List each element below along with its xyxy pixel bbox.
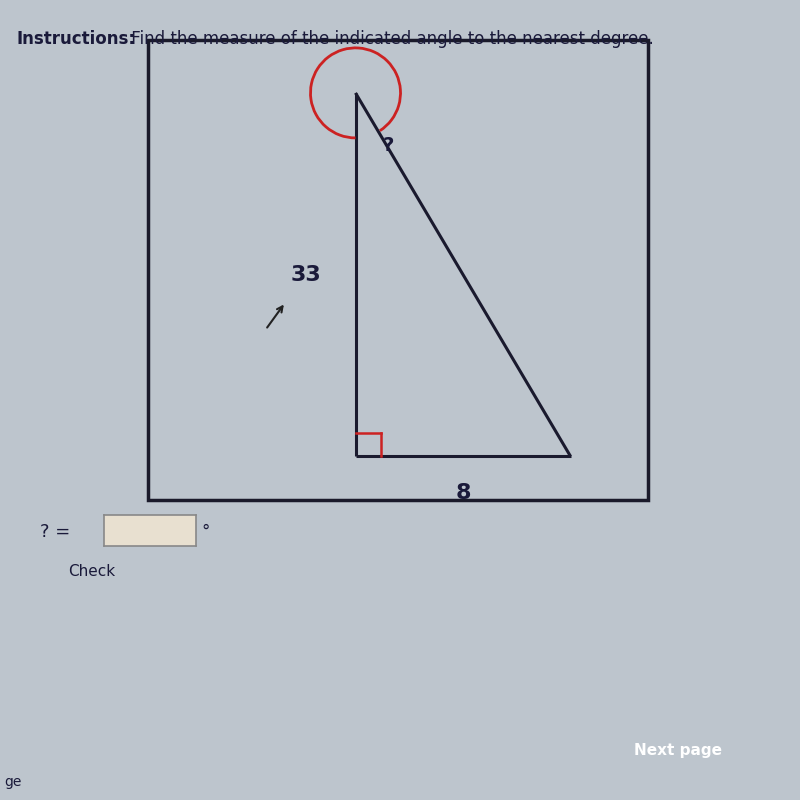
Text: ge: ge (4, 775, 22, 790)
Text: Instructions:: Instructions: (16, 30, 135, 48)
Text: 33: 33 (290, 265, 321, 285)
Text: Check: Check (69, 564, 115, 578)
Text: 8: 8 (455, 483, 470, 503)
Text: ? =: ? = (40, 523, 70, 541)
Text: ?: ? (382, 136, 394, 155)
Text: °: ° (202, 523, 210, 541)
Text: Find the measure of the indicated angle to the nearest degree.: Find the measure of the indicated angle … (126, 30, 654, 48)
Text: Next page: Next page (634, 743, 722, 758)
